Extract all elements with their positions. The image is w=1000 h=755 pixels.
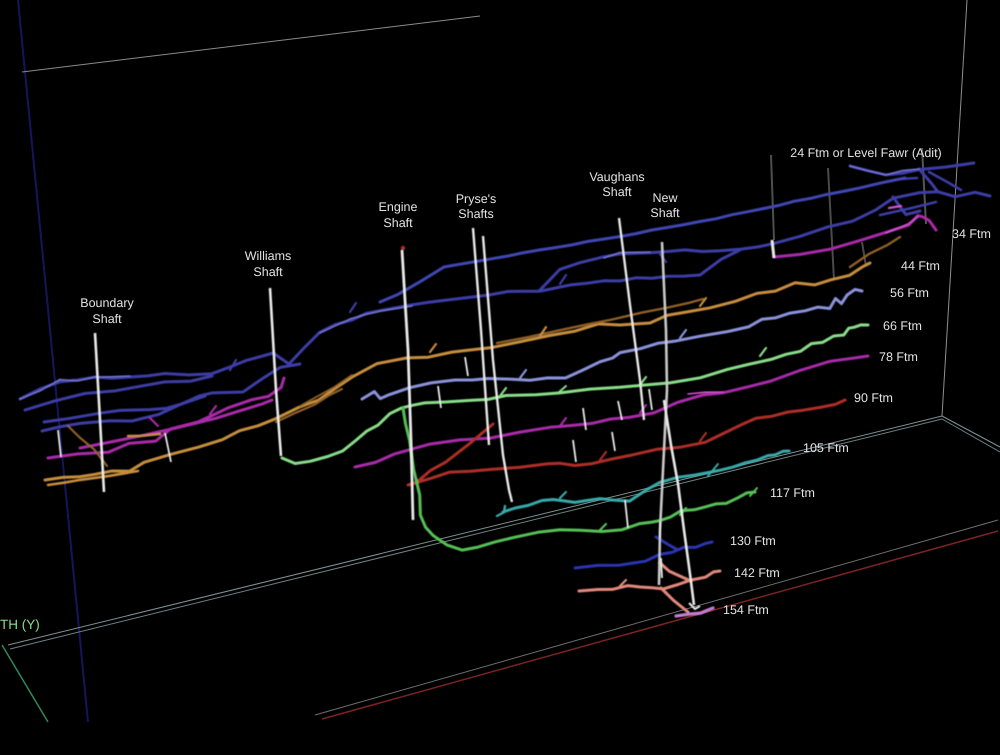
svg-text:Shaft: Shaft [92,312,122,326]
svg-text:New: New [652,191,678,205]
svg-text:Shaft: Shaft [383,216,413,230]
svg-text:Williams: Williams [245,249,292,263]
svg-text:Shaft: Shaft [253,265,283,279]
svg-text:Boundary: Boundary [80,296,134,310]
svg-text:Pryse's: Pryse's [456,192,497,206]
svg-text:34 Ftm: 34 Ftm [952,227,991,241]
svg-text:Engine: Engine [379,200,418,214]
svg-text:130 Ftm: 130 Ftm [730,534,776,548]
svg-text:78 Ftm: 78 Ftm [879,350,918,364]
svg-text:Shafts: Shafts [458,207,493,221]
svg-text:154 Ftm: 154 Ftm [723,603,769,617]
svg-text:66 Ftm: 66 Ftm [883,319,922,333]
svg-text:90 Ftm: 90 Ftm [854,391,893,405]
svg-text:24 Ftm or Level Fawr (Adit): 24 Ftm or Level Fawr (Adit) [790,146,941,160]
svg-text:105 Ftm: 105 Ftm [803,441,849,455]
svg-text:117 Ftm: 117 Ftm [770,486,815,500]
svg-text:56 Ftm: 56 Ftm [890,286,929,300]
svg-text:142 Ftm: 142 Ftm [734,566,780,580]
svg-text:TH (Y): TH (Y) [0,617,40,632]
svg-text:Vaughans: Vaughans [589,170,644,184]
svg-text:Shaft: Shaft [602,185,632,199]
svg-text:44 Ftm: 44 Ftm [901,259,940,273]
svg-text:Shaft: Shaft [650,206,680,220]
